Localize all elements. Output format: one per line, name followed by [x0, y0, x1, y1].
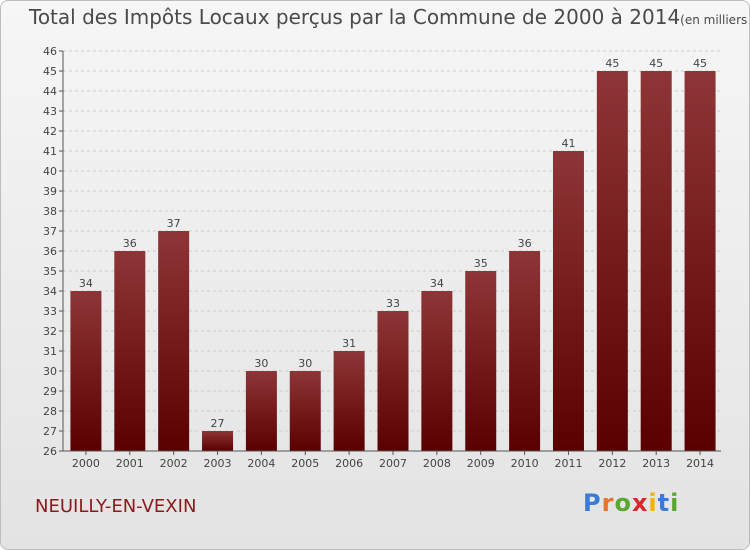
bar-2011 — [552, 151, 584, 451]
value-label-2002: 37 — [167, 217, 181, 230]
chart-title-main: Total des Impôts Locaux perçus par la Co… — [29, 5, 681, 29]
bar-2004 — [245, 371, 277, 451]
value-label-2005: 30 — [298, 357, 312, 370]
y-tick-label: 32 — [43, 325, 57, 338]
value-label-2003: 27 — [211, 417, 225, 430]
x-tick-label-2008: 2008 — [423, 457, 451, 470]
commune-name: NEUILLY-EN-VEXIN — [35, 496, 197, 517]
bar-2001 — [114, 251, 146, 451]
x-tick-label-2004: 2004 — [247, 457, 275, 470]
logo-letter: P — [583, 489, 602, 517]
x-tick-label-2007: 2007 — [379, 457, 407, 470]
bars — [70, 71, 716, 451]
value-label-2010: 36 — [518, 237, 532, 250]
x-tick-label-2003: 2003 — [204, 457, 232, 470]
axes: 26 27 28 29 30 31 32 33 34 35 36 37 38 39 40 41 42 43 44 45… — [43, 45, 721, 470]
logo-letter: x — [631, 489, 649, 517]
x-tick-label-2005: 2005 — [291, 457, 319, 470]
bar-2010 — [509, 251, 541, 451]
value-label-2006: 31 — [342, 337, 356, 350]
y-tick-label: 37 — [43, 225, 57, 238]
bar-2012 — [596, 71, 628, 451]
y-tick-label: 42 — [43, 125, 57, 138]
data-labels: 34 36 37 27 30 30 31 33 34 35 36 41 45 45 45 — [79, 57, 707, 430]
logo-letter: o — [614, 489, 632, 517]
x-tick-label-2001: 2001 — [116, 457, 144, 470]
bar-2009 — [465, 271, 497, 451]
y-tick-label: 43 — [43, 105, 57, 118]
y-tick-label: 39 — [43, 185, 57, 198]
x-tick-label-2013: 2013 — [642, 457, 670, 470]
value-label-2011: 41 — [561, 137, 575, 150]
x-tick-label-2010: 2010 — [511, 457, 539, 470]
bar-2006 — [333, 351, 365, 451]
y-tick-label: 45 — [43, 65, 57, 78]
value-label-2008: 34 — [430, 277, 444, 290]
logo-letter: r — [601, 489, 615, 517]
logo-letter: t — [657, 489, 671, 517]
y-tick-label: 30 — [43, 365, 57, 378]
x-tick-label-2000: 2000 — [72, 457, 100, 470]
value-label-2014: 45 — [693, 57, 707, 70]
x-tick-label-2011: 2011 — [554, 457, 582, 470]
chart-title: Total des Impôts Locaux perçus par la Co… — [29, 5, 749, 29]
proxiti-logo[interactable]: Proxiti — [583, 489, 679, 517]
value-label-2013: 45 — [649, 57, 663, 70]
y-tick-label: 33 — [43, 305, 57, 318]
logo-letter: i — [670, 489, 680, 517]
logo-letter: i — [648, 489, 658, 517]
bar-2003 — [202, 431, 234, 451]
y-tick-label: 35 — [43, 265, 57, 278]
y-tick-label: 46 — [43, 45, 57, 58]
y-tick-label: 40 — [43, 165, 57, 178]
y-tick-label: 34 — [43, 285, 57, 298]
value-label-2001: 36 — [123, 237, 137, 250]
x-tick-label-2006: 2006 — [335, 457, 363, 470]
bar-2008 — [421, 291, 453, 451]
y-tick-label: 38 — [43, 205, 57, 218]
bar-2007 — [377, 311, 409, 451]
y-tick-label: 44 — [43, 85, 57, 98]
value-label-2007: 33 — [386, 297, 400, 310]
y-tick-label: 26 — [43, 445, 57, 458]
x-tick-label-2014: 2014 — [686, 457, 714, 470]
chart-title-unit: (en milliers d'€) — [680, 13, 749, 27]
y-tick-label: 31 — [43, 345, 57, 358]
value-label-2004: 30 — [254, 357, 268, 370]
y-tick-label: 36 — [43, 245, 57, 258]
value-label-2009: 35 — [474, 257, 488, 270]
bar-2000 — [70, 291, 102, 451]
y-tick-label: 29 — [43, 385, 57, 398]
y-tick-label: 28 — [43, 405, 57, 418]
y-tick-label: 27 — [43, 425, 57, 438]
x-tick-label-2002: 2002 — [160, 457, 188, 470]
bar-2014 — [684, 71, 716, 451]
y-tick-label: 41 — [43, 145, 57, 158]
x-tick-label-2012: 2012 — [598, 457, 626, 470]
bar-2013 — [640, 71, 672, 451]
x-tick-label-2009: 2009 — [467, 457, 495, 470]
value-label-2012: 45 — [605, 57, 619, 70]
bar-2002 — [158, 231, 190, 451]
bar-2005 — [289, 371, 321, 451]
value-label-2000: 34 — [79, 277, 93, 290]
